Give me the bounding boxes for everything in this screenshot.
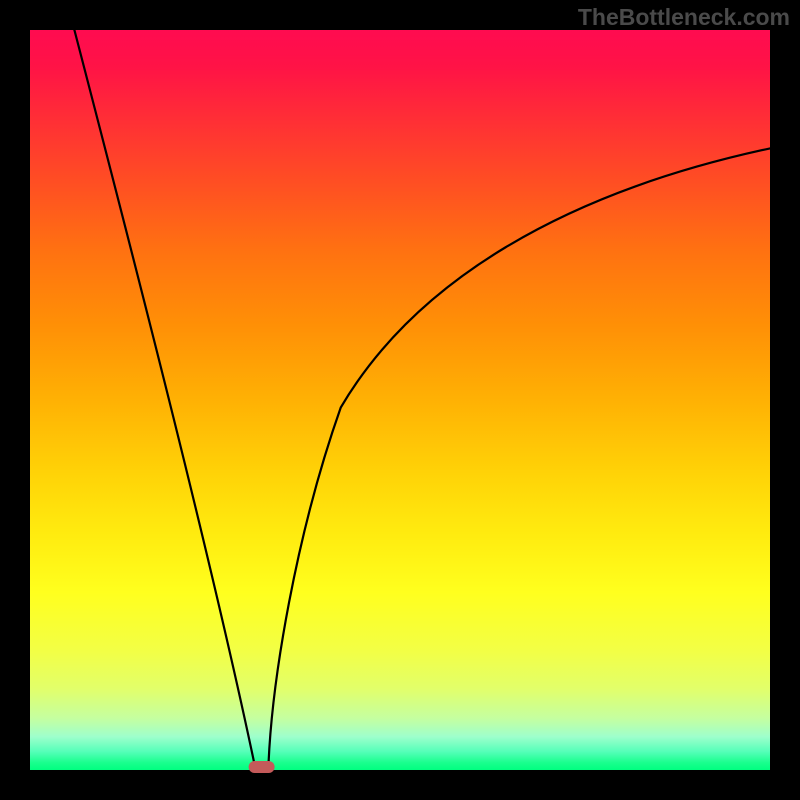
plot-background xyxy=(30,30,770,770)
valley-marker xyxy=(249,761,275,773)
watermark-text: TheBottleneck.com xyxy=(578,4,790,31)
bottleneck-chart xyxy=(0,0,800,800)
chart-container: TheBottleneck.com xyxy=(0,0,800,800)
